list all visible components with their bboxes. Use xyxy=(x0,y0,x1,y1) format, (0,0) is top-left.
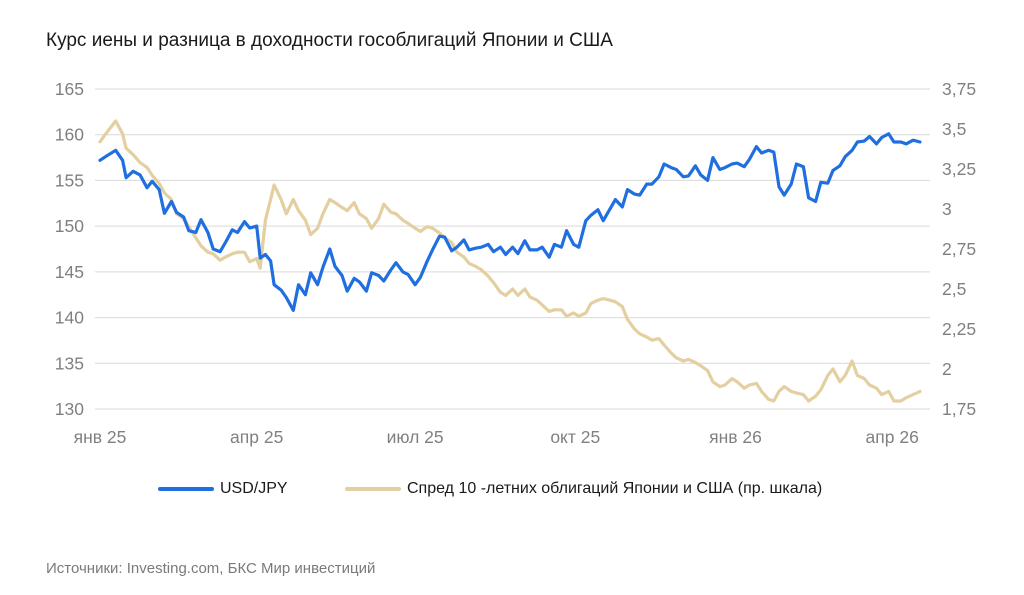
right-tick-label: 2,75 xyxy=(942,239,976,259)
right-tick-label: 2 xyxy=(942,359,952,379)
x-tick-label: янв 25 xyxy=(74,427,127,447)
right-tick-label: 3,5 xyxy=(942,119,966,139)
x-tick-label: окт 25 xyxy=(550,427,600,447)
right-tick-label: 3,75 xyxy=(942,79,976,99)
source-note: Источники: Investing.com, БКС Мир инвест… xyxy=(46,560,376,577)
left-tick-label: 145 xyxy=(55,262,84,282)
left-tick-label: 165 xyxy=(55,79,84,99)
legend-label-spread: Спред 10 -летних облигаций Японии и США … xyxy=(407,480,823,497)
right-y-axis: 1,75 2 2,25 2,5 2,75 3 3,25 3,5 3,75 xyxy=(942,79,976,419)
series-line-spread xyxy=(98,119,922,403)
legend: USD/JPY Спред 10 -летних облигаций Япони… xyxy=(0,480,1024,504)
left-tick-label: 155 xyxy=(55,170,84,190)
x-tick-label: янв 26 xyxy=(709,427,762,447)
left-y-axis: 130 135 140 145 150 155 160 165 xyxy=(55,79,84,419)
x-tick-label: апр 26 xyxy=(866,427,919,447)
legend-item-usdjpy: USD/JPY xyxy=(158,480,288,498)
right-tick-label: 2,25 xyxy=(942,319,976,339)
right-tick-label: 1,75 xyxy=(942,399,976,419)
x-axis: янв 25 апр 25 июл 25 окт 25 янв 26 апр 26 xyxy=(74,427,919,447)
legend-swatch-usdjpy xyxy=(158,487,214,491)
series-line-usdjpy xyxy=(98,132,922,312)
left-tick-label: 140 xyxy=(55,308,84,328)
right-tick-label: 3 xyxy=(942,199,952,219)
legend-label-usdjpy: USD/JPY xyxy=(220,480,288,497)
legend-item-spread: Спред 10 -летних облигаций Японии и США … xyxy=(345,480,822,498)
series-lines xyxy=(98,119,922,403)
left-tick-label: 150 xyxy=(55,216,84,236)
x-tick-label: апр 25 xyxy=(230,427,283,447)
right-tick-label: 2,5 xyxy=(942,279,966,299)
chart-title: Курс иены и разница в доходности гособли… xyxy=(46,30,613,51)
left-tick-label: 135 xyxy=(55,353,84,373)
gridlines xyxy=(95,88,930,410)
left-tick-label: 160 xyxy=(55,125,84,145)
legend-swatch-spread xyxy=(345,487,401,491)
right-tick-label: 3,25 xyxy=(942,159,976,179)
left-tick-label: 130 xyxy=(55,399,84,419)
x-tick-label: июл 25 xyxy=(387,427,444,447)
